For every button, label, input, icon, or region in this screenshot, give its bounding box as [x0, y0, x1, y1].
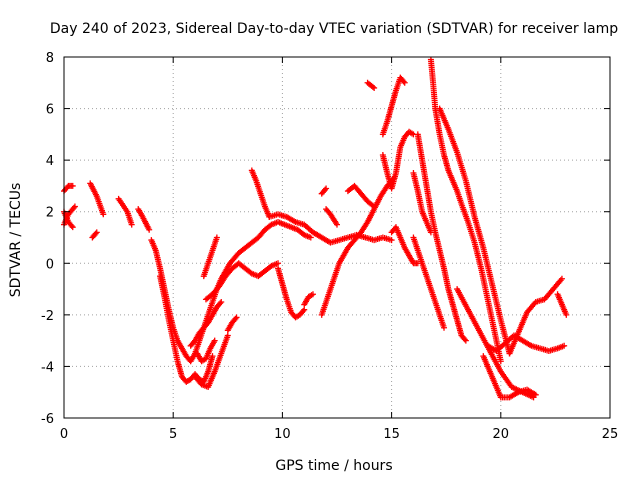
y-axis-label: SDTVAR / TECUs: [8, 183, 24, 298]
data-point: [211, 337, 218, 344]
data-point: [217, 300, 224, 307]
data-point: [309, 291, 316, 298]
x-tick-label: 0: [60, 427, 68, 442]
data-point: [224, 332, 231, 339]
data-point: [92, 230, 99, 237]
data-point: [209, 353, 216, 360]
data-point: [218, 298, 225, 305]
data-point: [462, 337, 469, 344]
y-tick-label: -6: [41, 412, 54, 427]
data-point: [369, 83, 376, 90]
grid-lines: [64, 57, 610, 418]
data-point: [371, 84, 378, 91]
y-tick-label: -4: [41, 360, 54, 375]
data-point: [71, 203, 78, 210]
data-point: [532, 391, 539, 398]
data-point: [213, 234, 220, 241]
data-point: [441, 324, 448, 331]
x-tick-label: 20: [493, 427, 510, 442]
data-point: [401, 79, 408, 86]
data-point: [300, 307, 307, 314]
y-tick-label: -2: [41, 309, 54, 324]
data-point: [323, 185, 330, 192]
data-point: [128, 221, 135, 228]
data-point: [321, 186, 328, 193]
x-tick-label: 25: [602, 427, 619, 442]
y-tick-label: 0: [46, 257, 54, 272]
data-point: [69, 182, 76, 189]
y-tick-label: 2: [46, 206, 54, 221]
y-tick-label: 8: [46, 51, 54, 66]
x-tick-label: 10: [274, 427, 291, 442]
data-point: [497, 358, 504, 365]
data-point: [334, 221, 340, 228]
data-point: [68, 222, 75, 229]
data-point: [233, 314, 240, 321]
data-point: [461, 336, 468, 343]
x-tick-label: 5: [169, 427, 177, 442]
data-point: [371, 203, 378, 210]
data-point: [301, 306, 308, 313]
data-point: [388, 237, 395, 244]
data-point: [146, 226, 153, 233]
data-point: [100, 211, 107, 218]
y-tick-label: 4: [46, 154, 54, 169]
chart-title: Day 240 of 2023, Sidereal Day-to-day VTE…: [50, 21, 618, 37]
x-axis-label: GPS time / hours: [275, 458, 392, 474]
data-point: [563, 311, 570, 318]
data-point: [369, 202, 376, 209]
data-point: [558, 275, 565, 282]
y-tick-label: 6: [46, 103, 54, 118]
data-points: [61, 56, 570, 401]
data-point: [232, 315, 239, 322]
data-point: [275, 260, 282, 267]
x-tick-label: 15: [383, 427, 400, 442]
data-point: [69, 224, 76, 231]
data-point: [400, 78, 407, 85]
data-point: [70, 204, 77, 211]
data-point: [93, 229, 100, 236]
data-point: [307, 234, 314, 241]
data-point: [561, 342, 568, 349]
axis-ticks: 0 5 10 15 20 25 -6 -4 -2 0 2 4 6 8: [41, 51, 618, 442]
plot-frame: [63, 56, 611, 419]
